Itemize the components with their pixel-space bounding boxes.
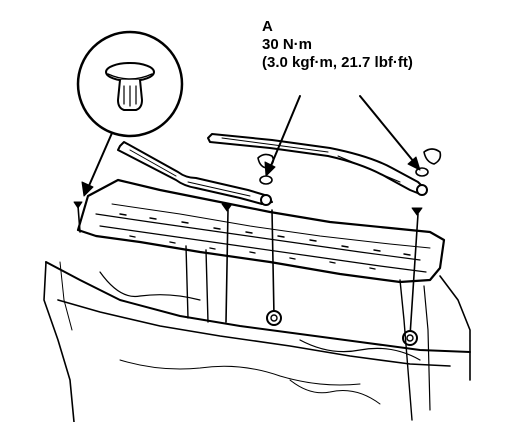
pivot-cap-icon (257, 148, 442, 169)
vehicle-body-outline (43, 261, 471, 423)
torque-callout: A 30 N·m (3.0 kgf·m, 21.7 lbf·ft) (262, 18, 413, 72)
torque-callout-arrows (264, 95, 421, 177)
callout-letter: A (262, 18, 273, 35)
wiper-arm-icon (207, 133, 428, 196)
torque-value: 30 N·m (262, 36, 313, 53)
nut-icon (266, 310, 418, 346)
torque-value-alt: (3.0 kgf·m, 21.7 lbf·ft) (262, 54, 413, 71)
clip-leader-arrow (81, 132, 113, 197)
clip-detail-icon (76, 30, 184, 138)
fastener-leader-lines (73, 201, 423, 337)
wiper-arm-icon (117, 141, 273, 206)
cowl-cover-icon (76, 178, 446, 284)
